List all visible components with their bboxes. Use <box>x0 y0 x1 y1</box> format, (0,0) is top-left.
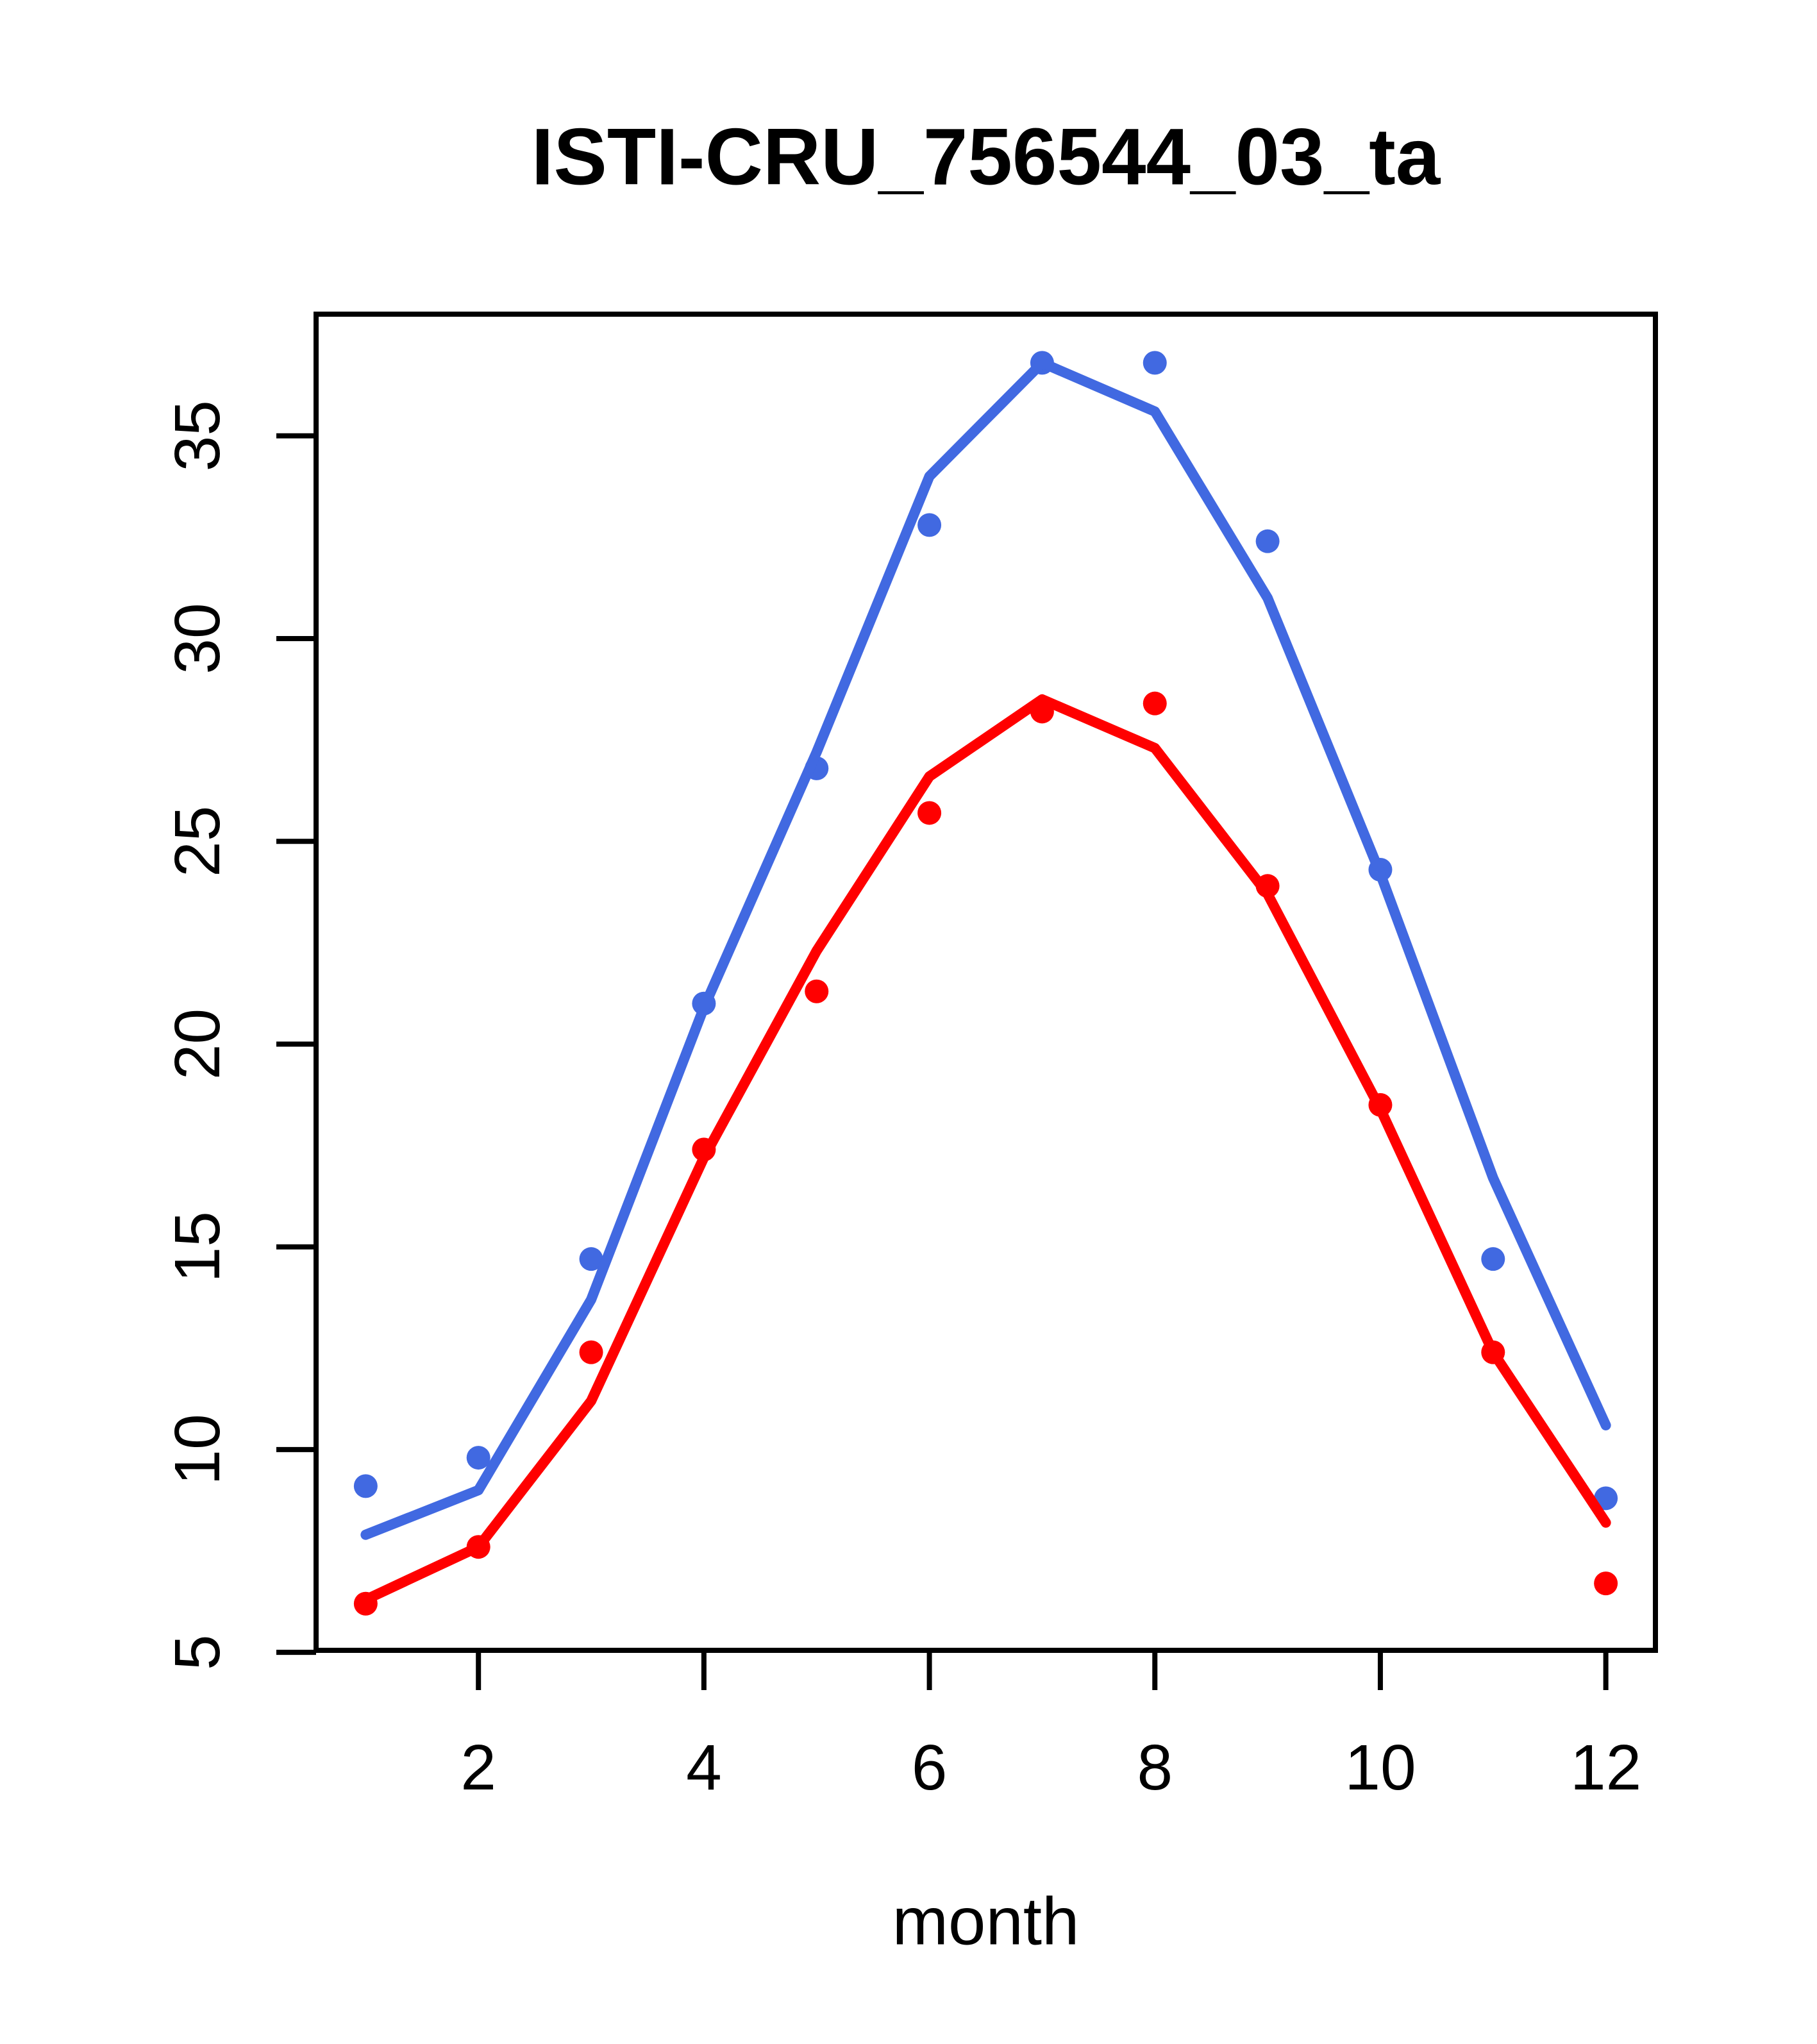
red-points-point <box>805 979 829 1003</box>
red-points-point <box>579 1340 603 1364</box>
y-tick-label: 15 <box>162 1211 233 1282</box>
blue-points-point <box>466 1446 490 1470</box>
red-points-point <box>1594 1571 1618 1596</box>
x-axis-label: month <box>892 1884 1080 1959</box>
y-tick-label: 20 <box>162 1009 233 1080</box>
blue-points-point <box>579 1247 603 1271</box>
blue-line <box>360 357 1611 1540</box>
x-tick-label: 10 <box>1344 1732 1416 1804</box>
red-line <box>360 694 1611 1605</box>
blue-points-point <box>1481 1247 1505 1271</box>
blue-points-point <box>353 1474 378 1498</box>
y-tick-label: 10 <box>162 1414 233 1485</box>
x-tick-label: 8 <box>1137 1732 1173 1804</box>
plot-frame <box>314 312 1658 1653</box>
blue-points-point <box>1143 351 1167 375</box>
x-tick-label: 6 <box>912 1732 948 1804</box>
y-tick-label: 25 <box>162 806 233 877</box>
chart-title: ISTI-CRU_756544_03_ta <box>532 113 1441 202</box>
x-tick-label: 4 <box>686 1732 722 1804</box>
blue-points-point <box>917 513 942 537</box>
blue-points-point <box>1255 529 1280 553</box>
y-tick-label: 35 <box>162 400 233 471</box>
y-tick-label: 30 <box>162 603 233 674</box>
x-tick-label: 12 <box>1570 1732 1641 1804</box>
blue-points-point <box>1594 1486 1618 1511</box>
red-points-point <box>917 801 942 825</box>
red-points-point <box>1143 691 1167 716</box>
x-tick-label: 2 <box>460 1732 496 1804</box>
y-tick-label: 5 <box>162 1634 233 1670</box>
